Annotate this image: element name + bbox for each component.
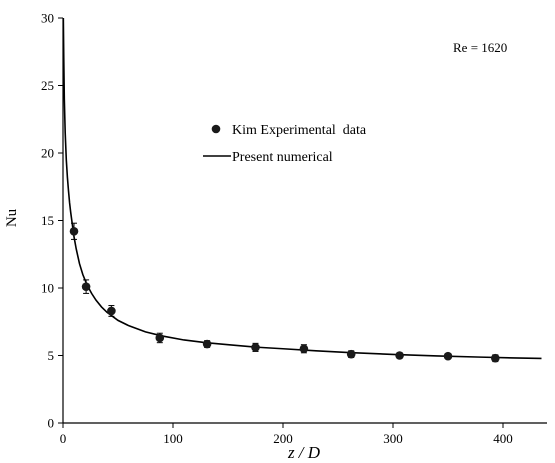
y-tick-label: 25 bbox=[41, 78, 54, 93]
x-ticks: 0 100 200 300 400 bbox=[60, 423, 513, 446]
marker-layer bbox=[69, 222, 500, 363]
x-axis-title: z / D bbox=[287, 443, 321, 462]
legend-marker-experimental bbox=[211, 124, 221, 134]
series-line-present-numerical bbox=[62, 17, 542, 360]
data-point-experimental bbox=[395, 351, 404, 360]
data-point-experimental bbox=[299, 344, 309, 354]
y-tick-label: 20 bbox=[41, 146, 54, 161]
x-tick-label: 100 bbox=[163, 431, 183, 446]
data-point-experimental bbox=[251, 343, 260, 352]
legend-label-experimental: Kim Experimental data bbox=[232, 123, 367, 138]
data-point-experimental bbox=[107, 306, 116, 316]
reynolds-number-annotation: Re = 1620 bbox=[453, 40, 507, 55]
y-tick-label: 30 bbox=[41, 11, 54, 26]
data-point-experimental bbox=[202, 339, 212, 349]
data-point-experimental bbox=[69, 227, 79, 236]
x-tick-label: 200 bbox=[273, 431, 293, 446]
axes bbox=[62, 18, 547, 424]
data-point-experimental bbox=[346, 349, 356, 359]
x-tick-label: 400 bbox=[493, 431, 513, 446]
y-tick-label: 0 bbox=[48, 416, 55, 431]
legend: Kim Experimental data Present numerical bbox=[203, 123, 367, 165]
curve-layer bbox=[62, 17, 542, 360]
y-axis-title: Nu bbox=[4, 208, 20, 227]
data-point-experimental bbox=[81, 282, 91, 291]
y-tick-label: 15 bbox=[41, 213, 54, 228]
y-tick-label: 10 bbox=[41, 281, 54, 296]
y-ticks: 0 5 10 15 20 25 30 bbox=[41, 11, 63, 431]
x-tick-label: 300 bbox=[383, 431, 403, 446]
data-point-experimental bbox=[491, 353, 500, 363]
y-tick-label: 5 bbox=[48, 348, 55, 363]
data-point-experimental bbox=[443, 351, 453, 361]
legend-label-numerical: Present numerical bbox=[232, 150, 333, 165]
data-point-experimental bbox=[155, 333, 165, 343]
x-tick-label: 0 bbox=[60, 431, 67, 446]
